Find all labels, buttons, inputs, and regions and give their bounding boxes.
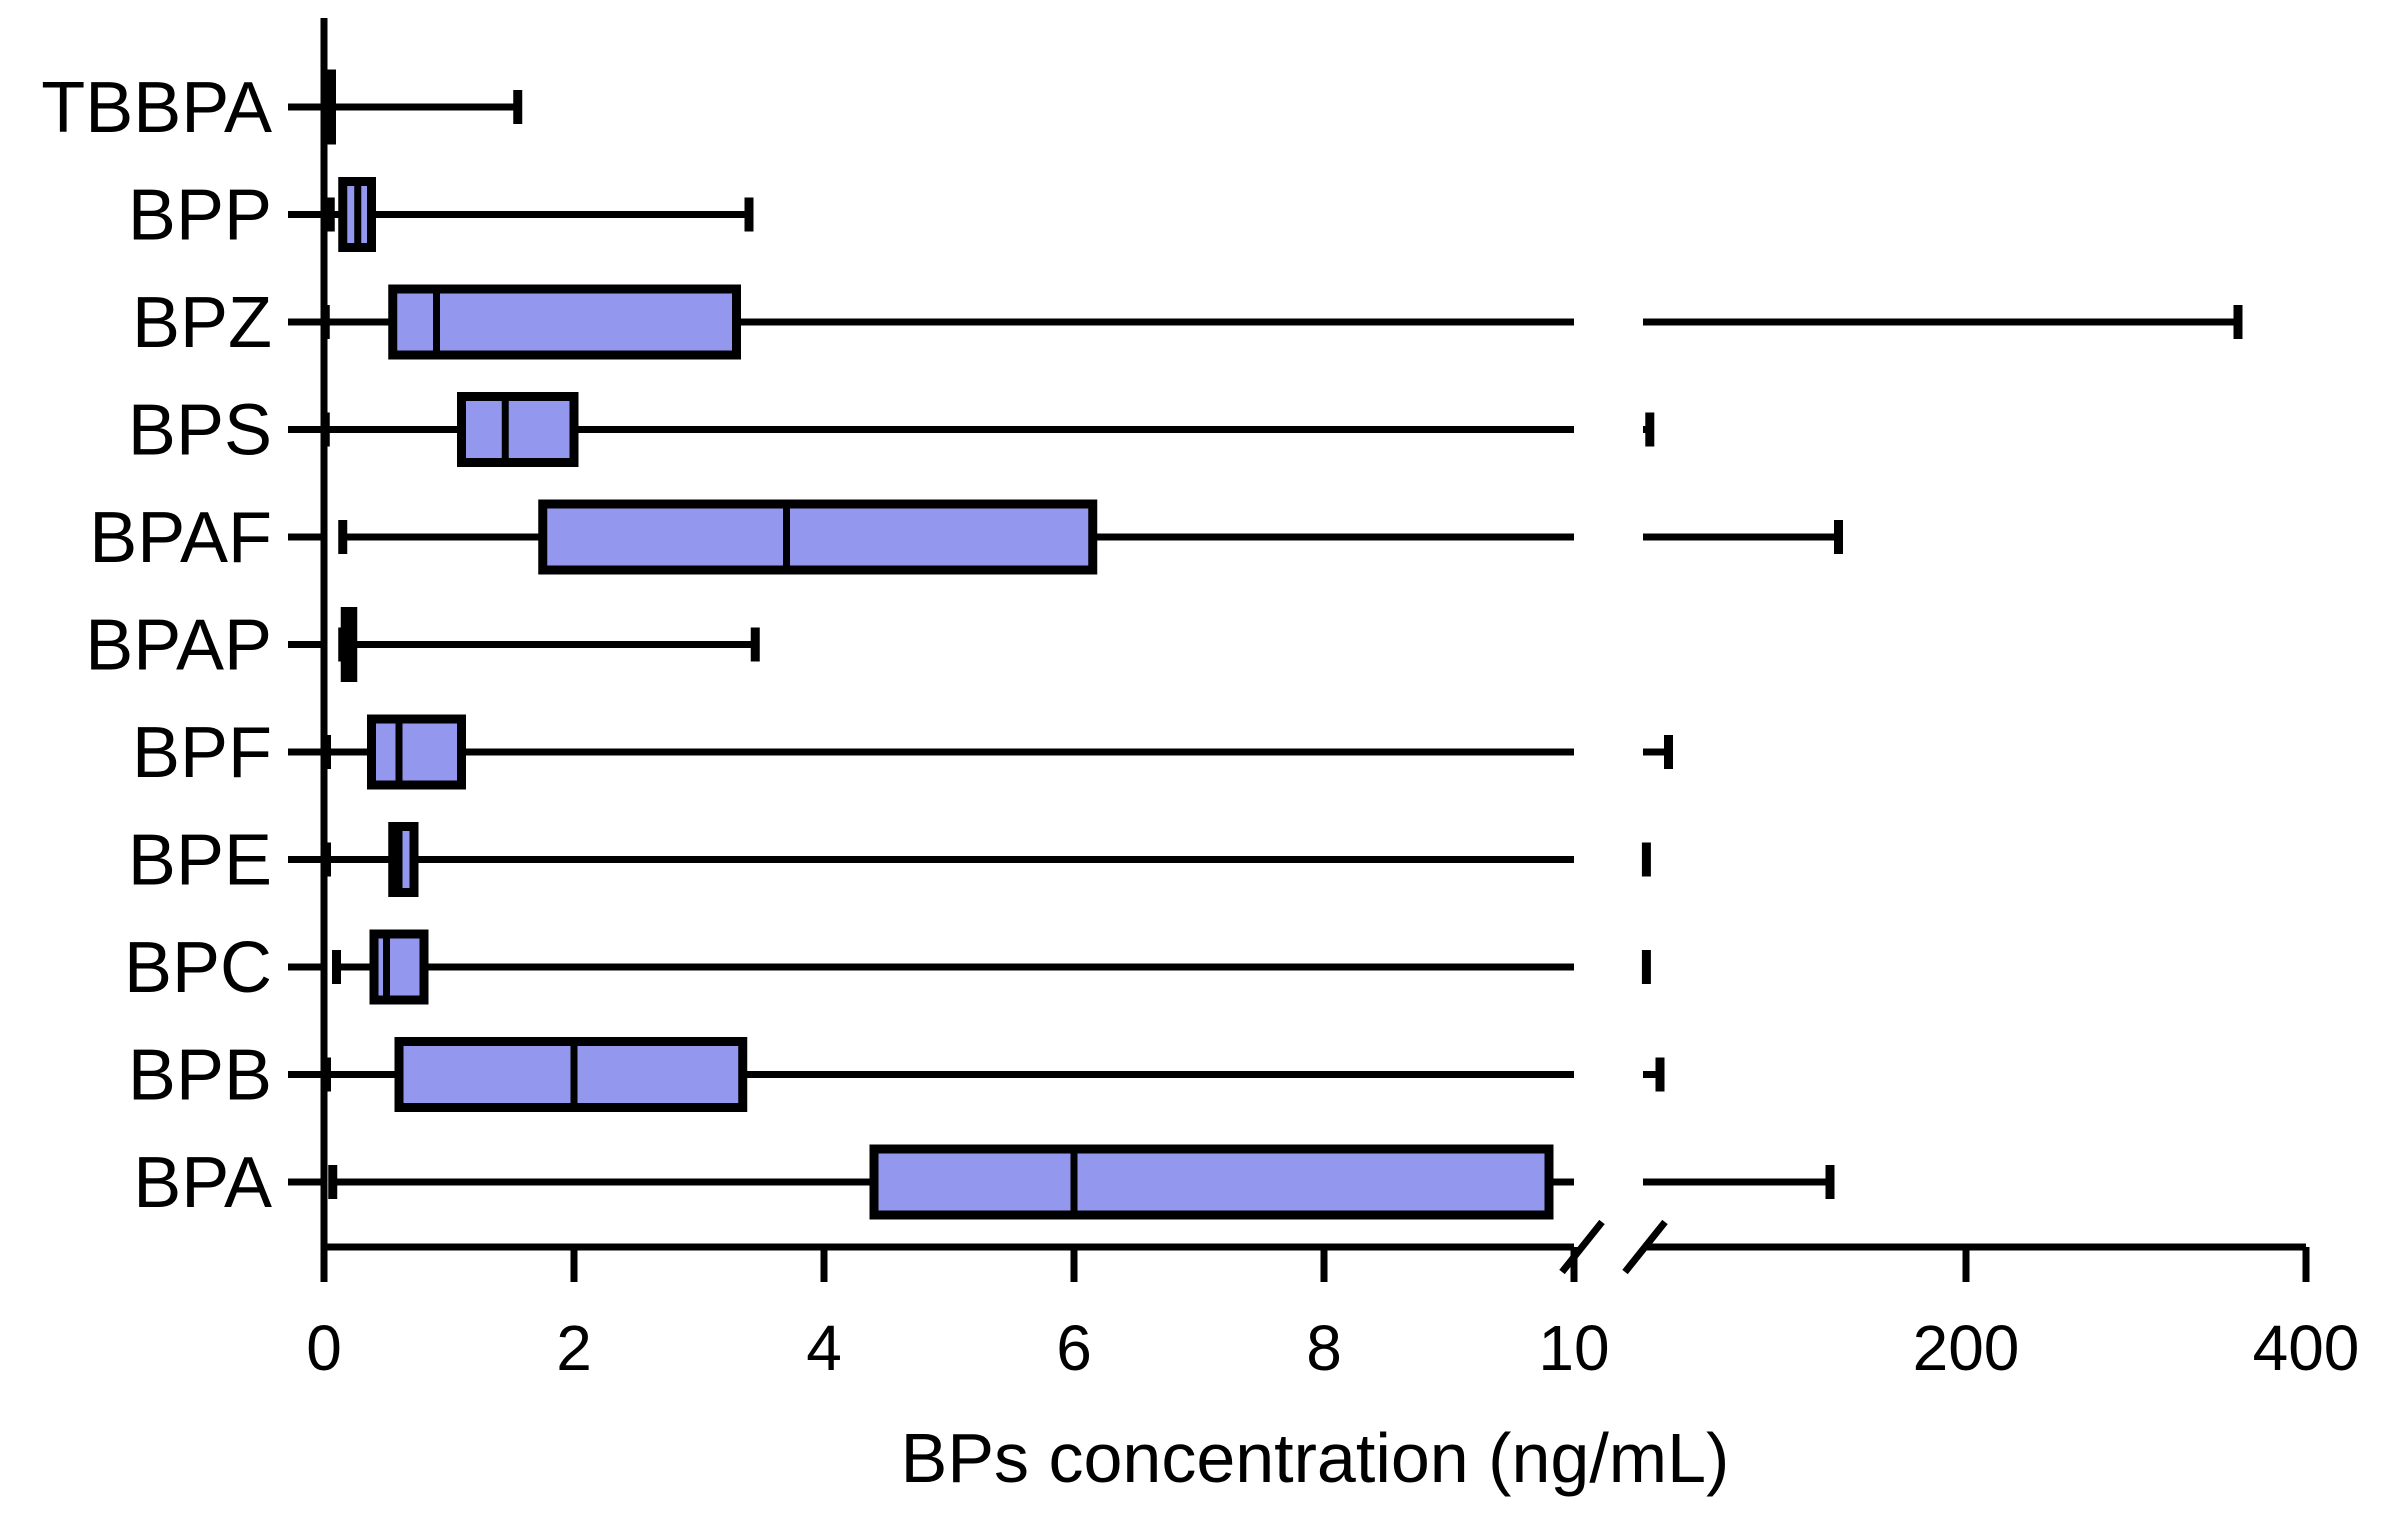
box-row-bpz: BPZ	[132, 283, 2243, 363]
category-label: BPS	[128, 391, 272, 471]
x-tick-label-6: 6	[1056, 1312, 1092, 1384]
x-tick-label-2: 2	[556, 1312, 592, 1384]
box-row-tbbpa: TBBPA	[41, 68, 523, 148]
category-label: BPE	[128, 821, 272, 901]
category-label: BPAP	[85, 606, 272, 686]
iqr-box	[369, 929, 429, 1005]
box-row-bpf: BPF	[132, 713, 1673, 793]
x-tick-label-200: 200	[1913, 1312, 2020, 1384]
iqr-box	[388, 284, 741, 360]
x-tick-label-0: 0	[306, 1312, 342, 1384]
iqr-box	[869, 1144, 1554, 1220]
category-label: BPP	[128, 176, 272, 256]
axis-break-mark-left	[1559, 1219, 1605, 1275]
axis-break-mark-right	[1622, 1219, 1668, 1275]
box-row-bpap: BPAP	[85, 606, 760, 686]
box-row-bpp: BPP	[128, 176, 754, 256]
box-row-bpaf: BPAF	[89, 498, 1843, 578]
box-row-bps: BPS	[128, 391, 1655, 471]
x-tick-label-400: 400	[2253, 1312, 2360, 1384]
iqr-box	[538, 499, 1098, 575]
iqr-box	[457, 392, 579, 467]
x-axis-title: BPs concentration (ng/mL)	[901, 1419, 1730, 1497]
category-label: BPF	[132, 713, 272, 793]
category-label: BPB	[128, 1036, 272, 1116]
x-tick-label-4: 4	[806, 1312, 842, 1384]
category-label: TBBPA	[41, 68, 272, 148]
x-axis: 0 2 4 6 8 10 200 400	[306, 1219, 2359, 1384]
category-label: BPA	[133, 1143, 272, 1223]
box-rows: TBBPA BPP BPZ BPS BPAF BPAP BPF BPE BPC BPB BPA	[41, 68, 2243, 1223]
category-label: BPAF	[89, 498, 272, 578]
category-label: BPC	[124, 928, 272, 1008]
box-row-bpc: BPC	[124, 928, 1651, 1008]
x-tick-label-8: 8	[1306, 1312, 1342, 1384]
box-row-bpa: BPA	[133, 1143, 1835, 1223]
box-row-bpe: BPE	[128, 821, 1651, 901]
x-axis-ticks: 0 2 4 6 8 10 200 400	[306, 1247, 2359, 1384]
box-row-bpb: BPB	[128, 1036, 1665, 1116]
iqr-box	[367, 714, 466, 790]
category-label: BPZ	[132, 283, 272, 363]
x-tick-label-10: 10	[1538, 1312, 1609, 1384]
